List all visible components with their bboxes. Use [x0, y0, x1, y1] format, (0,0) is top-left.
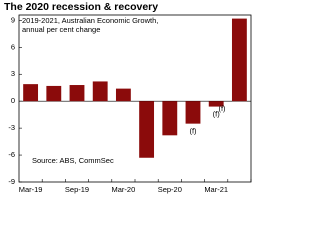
chart-title: The 2020 recession & recovery — [4, 1, 158, 13]
source-note: Source: ABS, CommSec — [32, 156, 114, 165]
y-tick-label: 0 — [11, 96, 15, 105]
y-tick-label: 3 — [11, 69, 15, 78]
y-tick-label: -6 — [8, 150, 15, 159]
annotation: (f) — [218, 104, 226, 113]
subtitle: annual per cent change — [22, 25, 100, 34]
y-tick-label: -3 — [8, 123, 15, 132]
x-tick-label: Mar-20 — [112, 185, 136, 194]
bar — [185, 101, 201, 124]
y-tick-label: -9 — [8, 177, 15, 186]
y-tick-label: 9 — [11, 15, 15, 24]
bar — [231, 18, 247, 102]
x-tick-label: Mar-19 — [19, 185, 43, 194]
annotation: (f) — [189, 127, 197, 136]
bar — [46, 85, 62, 102]
bar — [115, 88, 131, 102]
annotation: (f) — [213, 110, 221, 119]
x-tick-label: Sep-19 — [65, 185, 89, 194]
bar — [139, 101, 155, 158]
chart: The 2020 recession & recovery 2019-2021,… — [4, 1, 252, 194]
bar — [69, 85, 85, 102]
x-tick-label: Sep-20 — [158, 185, 182, 194]
bar — [208, 101, 224, 107]
x-tick-label: Mar-21 — [204, 185, 228, 194]
bar — [23, 84, 39, 102]
bar — [162, 101, 178, 136]
subtitle: 2019-2021, Australian Economic Growth, — [22, 16, 158, 25]
bar — [92, 81, 108, 102]
y-tick-label: 6 — [11, 42, 15, 51]
